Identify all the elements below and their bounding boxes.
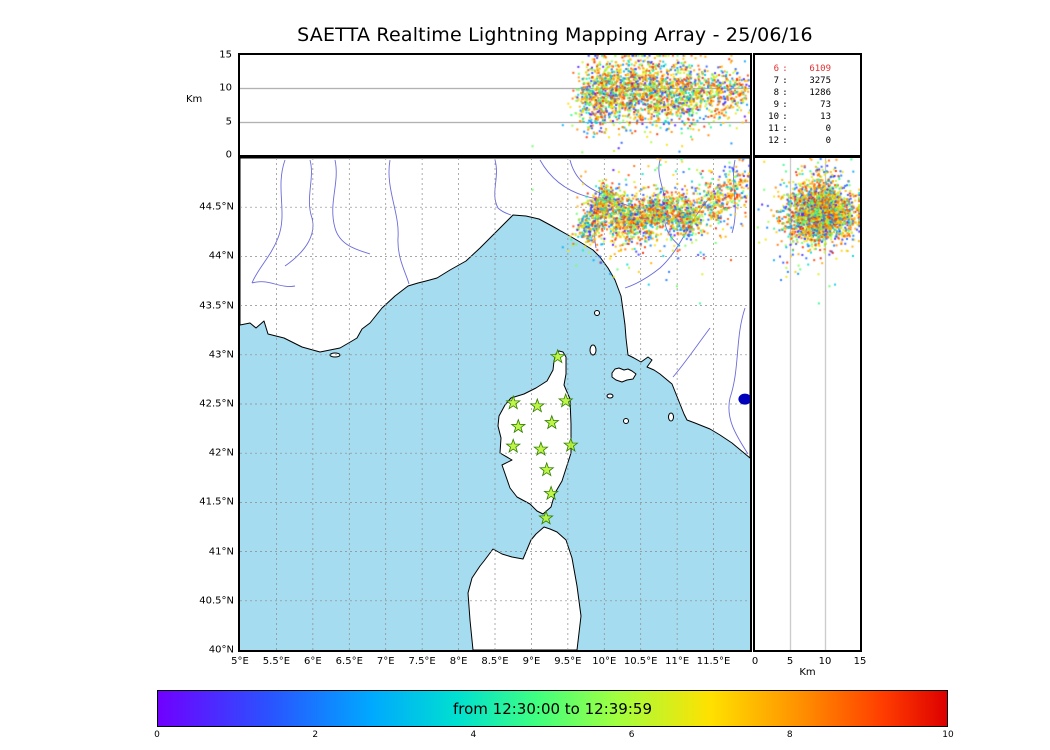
longitude-tick-label: 8.5°E [481,656,509,667]
latitude-axis-ticks: 44.5°N 44°N 43.5°N 43°N 42.5°N 42°N 41.5°N 41°N… [180,158,234,656]
altitude-tick-label: 10 [219,82,232,94]
altitude-axis-label: Km [186,94,203,105]
latitude-tick-label: 43°N [208,349,234,361]
longitude-tick-label: 11°E [665,656,690,667]
station-id: 8 [773,88,779,98]
stat-separator: : [782,124,788,134]
longitude-tick-label: 7.5°E [408,656,436,667]
map-panel [238,156,752,652]
station-id: 11 [768,124,779,134]
altitude-longitude-scatter-canvas [240,55,750,155]
longitude-axis-ticks: 5°E 5.5°E 6°E 6.5°E 7°E 7.5°E 8°E 8.5°E 9°E 9.5°E… [231,656,750,670]
station-count: 6109 [809,64,831,74]
stat-separator: : [782,100,788,110]
colorbar-tick-label: 10 [942,730,954,740]
station-id: 9 [773,100,779,110]
station-count: 73 [820,100,831,110]
altitude-tick-label: 0 [225,149,232,161]
longitude-tick-label: 9.5°E [554,656,582,667]
stat-row-station-12: 12: 0 [763,135,854,147]
stat-row-station-9: 9: 73 [763,99,854,111]
latitude-tick-label: 41.5°N [199,496,234,508]
stat-row-station-6: 6: 6109 [763,63,854,75]
longitude-tick-label: 5°E [231,656,249,667]
longitude-tick-label: 11.5°E [696,656,731,667]
colorbar-time-label: from 12:30:00 to 12:39:59 [452,699,652,718]
colorbar-tick-label: 2 [312,730,319,740]
colorbar-tick-label: 0 [154,730,160,740]
altitude-tick-label: 15 [219,49,232,61]
station-count: 1286 [809,88,831,98]
colorbar-gradient [158,691,947,726]
right-altitude-axis-ticks: 0 5 10 15 [751,656,867,670]
station-count: 13 [820,112,831,122]
longitude-tick-label: 6°E [304,656,322,667]
latitude-tick-label: 42°N [208,447,234,459]
altitude-tick-label: 5 [225,116,232,128]
colorbar-tick-label: 4 [470,730,477,740]
latitude-tick-label: 40°N [208,644,234,656]
right-altitude-tick-label: 15 [853,656,867,667]
colorbar-ticks: 0 2 4 6 8 10 [154,730,954,742]
longitude-tick-label: 10.5°E [623,656,658,667]
longitude-tick-label: 10°E [592,656,617,667]
station-id: 10 [768,112,779,122]
stat-row-station-8: 8: 1286 [763,87,854,99]
latitude-tick-label: 43.5°N [199,300,234,312]
station-count: 0 [825,136,831,146]
station-id: 12 [768,136,779,146]
longitude-tick-label: 8°E [449,656,468,667]
right-altitude-tick-label: 0 [751,656,759,667]
time-colorbar: from 12:30:00 to 12:39:59 [157,690,948,727]
station-id: 6 [773,64,779,74]
colorbar-tick-label: 6 [628,730,635,740]
figure-title: SAETTA Realtime Lightning Mapping Array … [297,24,813,46]
stat-separator: : [782,64,788,74]
latitude-tick-label: 44.5°N [199,201,234,213]
longitude-tick-label: 9°E [522,656,541,667]
stat-row-station-10: 10: 13 [763,111,854,123]
stat-separator: : [782,112,788,122]
station-count: 0 [825,124,831,134]
altitude-axis-ticks: 15 10 5 0 [202,50,232,161]
right-altitude-axis-label: Km [799,667,816,678]
station-stats-panel: 6: 6109 7: 3275 8: 1286 9: 73 10: 13 11: 0 12: 0 [753,53,862,157]
latitude-tick-label: 40.5°N [199,595,234,607]
altitude-latitude-scatter-canvas [755,158,860,650]
right-altitude-tick-label: 10 [818,656,832,667]
altitude-longitude-panel [238,53,752,157]
longitude-tick-label: 6.5°E [335,656,363,667]
station-count: 3275 [809,76,831,86]
longitude-tick-label: 7°E [376,656,395,667]
latitude-tick-label: 44°N [208,250,234,262]
stat-separator: : [782,88,788,98]
station-id: 7 [773,76,779,86]
stat-separator: : [782,136,788,146]
colorbar-tick-label: 8 [786,730,793,740]
map-scatter-canvas [240,158,750,650]
altitude-latitude-panel [753,156,862,652]
latitude-tick-label: 41°N [208,546,234,558]
latitude-tick-label: 42.5°N [199,398,234,410]
right-altitude-tick-label: 5 [786,656,794,667]
stat-separator: : [782,76,788,86]
stat-row-station-7: 7: 3275 [763,75,854,87]
stat-row-station-11: 11: 0 [763,123,854,135]
longitude-tick-label: 5.5°E [262,656,291,667]
